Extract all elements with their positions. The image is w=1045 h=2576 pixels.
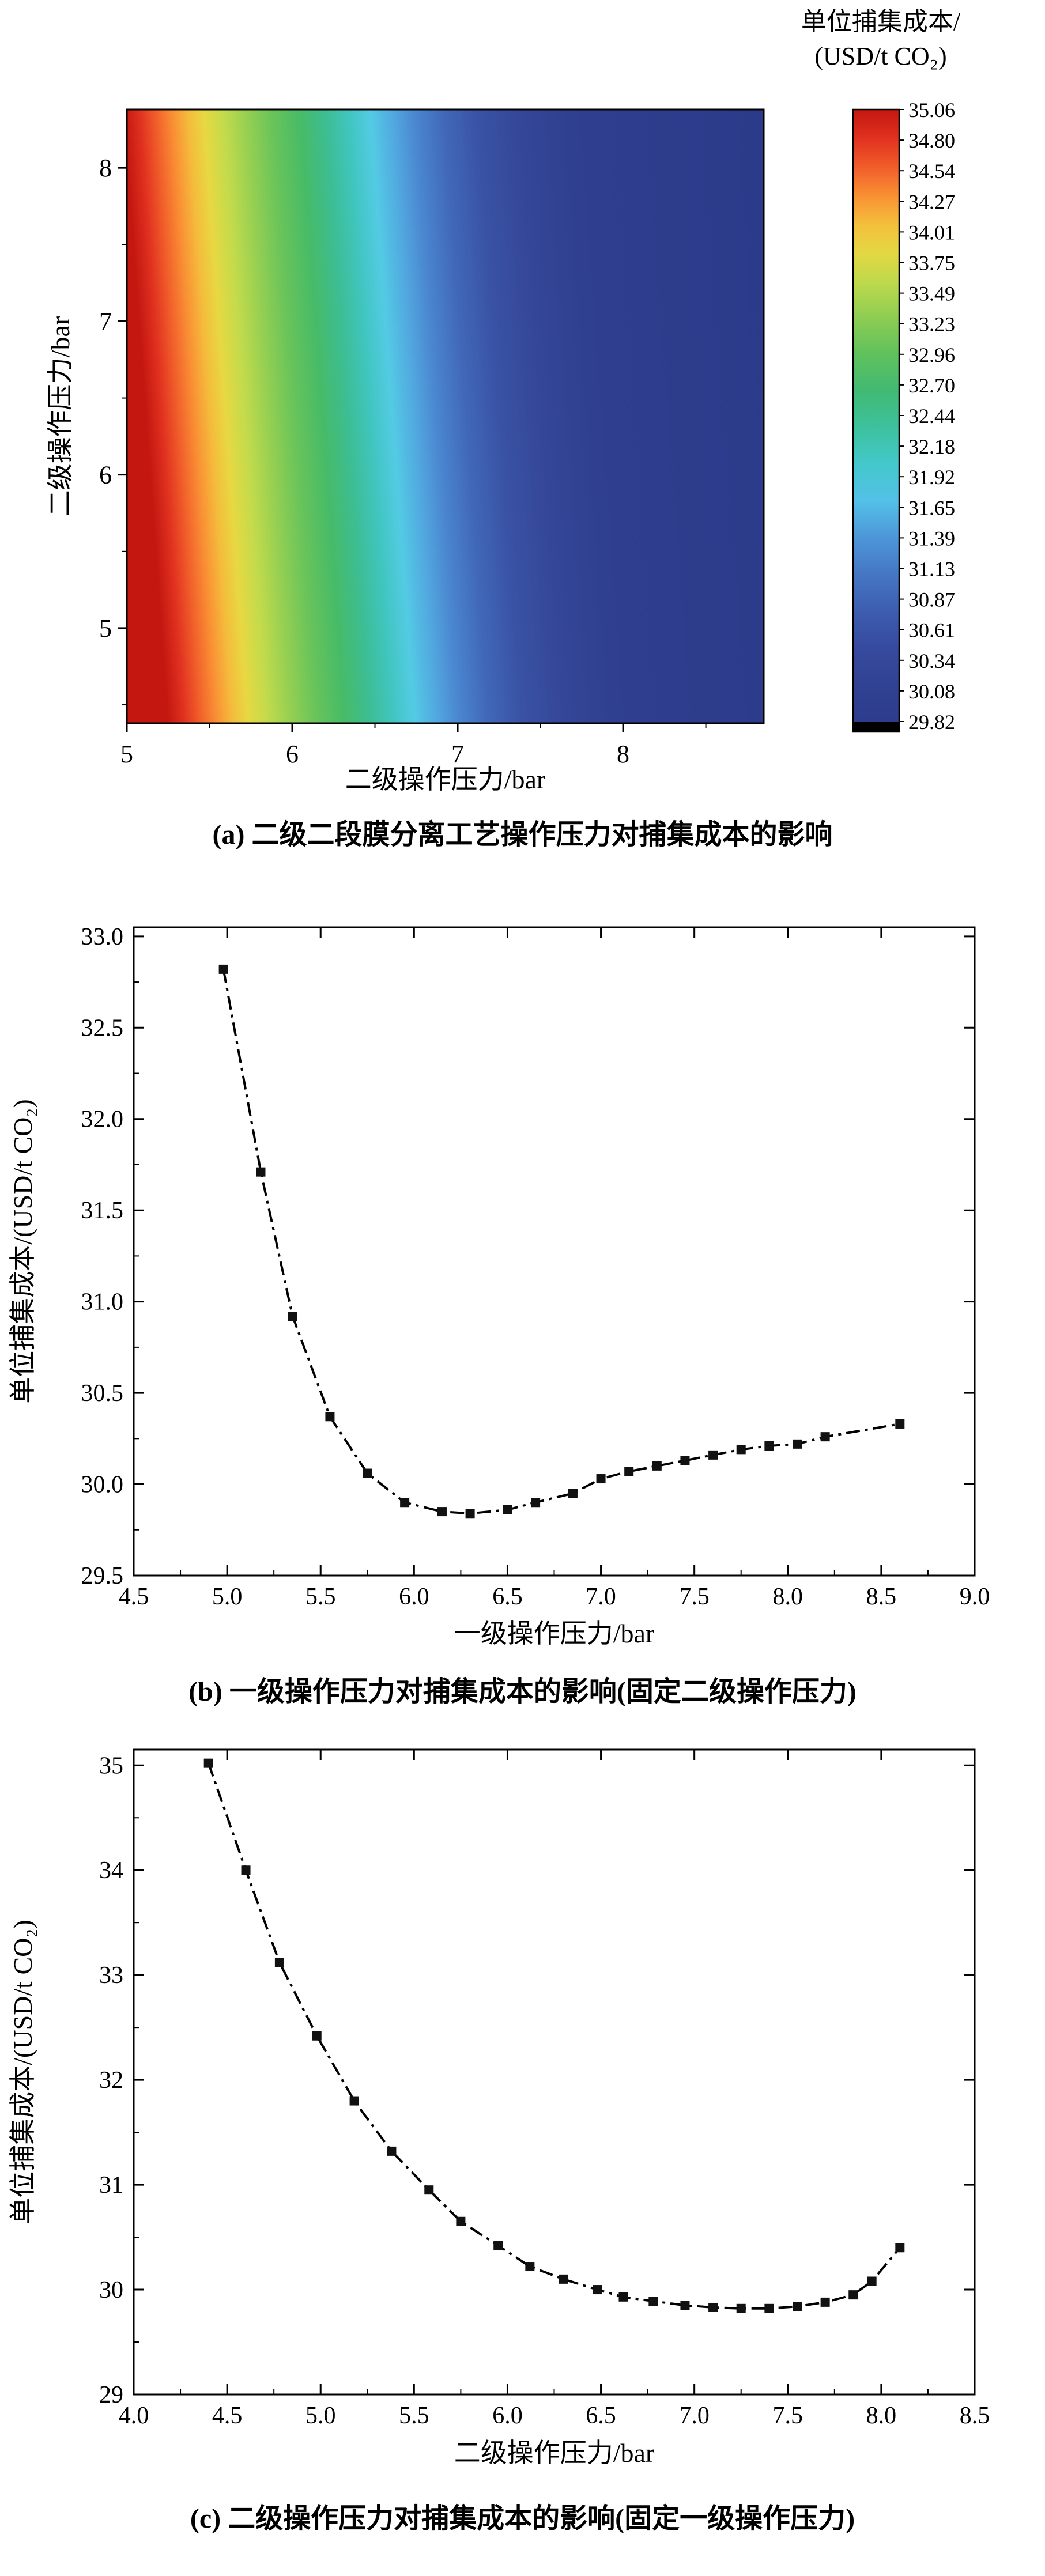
svg-text:6: 6	[286, 740, 299, 768]
line-chart-c: 4.0 4.5 5.0 5.5 6.0 6.5 7.0 7.5 8.0 8.5 29 30 31 32 33…	[8, 1748, 990, 2468]
svg-text:31.5: 31.5	[81, 1198, 124, 1224]
svg-text:7.0: 7.0	[586, 1584, 616, 1610]
data-series-line	[207, 1763, 901, 2310]
svg-text:32.18: 32.18	[908, 435, 955, 458]
caption-b: (b) 一级操作压力对捕集成本的影响(固定二级操作压力)	[188, 1676, 857, 1707]
svg-text:31: 31	[99, 2172, 123, 2199]
axis-ticks: 5 6 7 8 5 6 7 8	[99, 154, 707, 768]
svg-text:32.5: 32.5	[81, 1015, 124, 1041]
svg-text:单位捕集成本/(USD/t CO₂): 单位捕集成本/(USD/t CO₂)	[8, 1099, 37, 1403]
axis-ticks: 4.5 5.0 5.5 6.0 6.5 7.0 7.5 8.0 8.5 9.0 29.5 30.0 30…	[81, 924, 990, 1610]
colorbar: 35.06 34.80 34.54 34.27 34.01 33.75 33.49 33.23…	[852, 99, 955, 734]
svg-text:30.0: 30.0	[81, 1472, 124, 1498]
svg-text:4.0: 4.0	[119, 2403, 149, 2429]
svg-text:34: 34	[99, 1857, 123, 1884]
data-series-line	[222, 969, 900, 1515]
svg-text:7: 7	[99, 307, 112, 335]
svg-text:8.0: 8.0	[866, 2403, 897, 2429]
caption-a: (a) 二级二段膜分离工艺操作压力对捕集成本的影响	[212, 819, 833, 850]
colorbar-under-range	[853, 722, 899, 732]
svg-text:35: 35	[99, 1752, 123, 1779]
svg-text:29: 29	[99, 2382, 123, 2408]
svg-text:6.5: 6.5	[492, 1584, 523, 1610]
svg-text:34.01: 34.01	[908, 221, 955, 244]
svg-text:5.5: 5.5	[305, 1584, 336, 1610]
svg-text:7.0: 7.0	[679, 2403, 710, 2429]
svg-text:二级操作压力/bar: 二级操作压力/bar	[46, 316, 75, 517]
svg-text:单位捕集成本/(USD/t CO₂): 单位捕集成本/(USD/t CO₂)	[8, 1920, 37, 2224]
svg-text:30.61: 30.61	[908, 619, 955, 642]
y-axis-label: 单位捕集成本/(USD/t CO₂)	[8, 1920, 37, 2224]
svg-text:9.0: 9.0	[960, 1584, 990, 1610]
svg-text:5: 5	[99, 614, 112, 643]
axis-ticks: 4.0 4.5 5.0 5.5 6.0 6.5 7.0 7.5 8.0 8.5 29 30 31 32 33…	[99, 1750, 990, 2429]
svg-text:32: 32	[99, 2067, 123, 2094]
svg-text:二级操作压力/bar: 二级操作压力/bar	[454, 2438, 655, 2468]
svg-text:4.5: 4.5	[119, 1584, 149, 1610]
svg-text:33.75: 33.75	[908, 252, 955, 275]
y-axis-label: 单位捕集成本/(USD/t CO₂)	[8, 1099, 37, 1403]
svg-text:8.0: 8.0	[773, 1584, 803, 1610]
svg-text:6.0: 6.0	[492, 2403, 523, 2429]
x-axis-label: 一级操作压力/bar	[454, 1619, 655, 1648]
svg-text:6: 6	[99, 461, 112, 489]
svg-text:一级操作压力/bar: 一级操作压力/bar	[454, 1619, 655, 1648]
svg-text:32.70: 32.70	[908, 374, 955, 397]
svg-text:31.13: 31.13	[908, 558, 955, 581]
svg-text:30.34: 30.34	[908, 649, 955, 673]
svg-text:30.5: 30.5	[81, 1380, 124, 1407]
data-series-markers	[218, 964, 905, 1519]
svg-text:29.82: 29.82	[908, 711, 955, 734]
svg-text:5.0: 5.0	[212, 1584, 243, 1610]
svg-text:5.0: 5.0	[305, 2403, 336, 2429]
svg-text:31.92: 31.92	[908, 466, 955, 489]
svg-text:8: 8	[617, 740, 629, 768]
svg-text:33.0: 33.0	[81, 924, 124, 950]
svg-text:32.44: 32.44	[908, 405, 955, 428]
svg-text:32.96: 32.96	[908, 343, 955, 367]
x-axis-label: 二级操作压力/bar	[454, 2438, 655, 2468]
svg-text:31.0: 31.0	[81, 1289, 124, 1316]
x-axis-label: 二级操作压力/bar	[345, 765, 546, 794]
data-series-markers	[203, 1758, 905, 2313]
caption-c: (c) 二级操作压力对捕集成本的影响(固定一级操作压力)	[190, 2503, 855, 2534]
svg-text:31.65: 31.65	[908, 496, 955, 519]
svg-text:4.5: 4.5	[212, 2403, 243, 2429]
svg-text:二级操作压力/bar: 二级操作压力/bar	[345, 765, 546, 794]
svg-text:8.5: 8.5	[960, 2403, 990, 2429]
y-axis-label: 二级操作压力/bar	[46, 316, 75, 517]
svg-text:5.5: 5.5	[399, 2403, 429, 2429]
svg-text:34.80: 34.80	[908, 129, 955, 152]
colorbar-title: 单位捕集成本/ (USD/t CO₂)	[801, 7, 961, 70]
svg-text:7.5: 7.5	[773, 2403, 803, 2429]
svg-text:33.49: 33.49	[908, 282, 955, 305]
svg-text:单位捕集成本/: 单位捕集成本/	[801, 7, 961, 36]
heatmap-surface	[127, 109, 764, 723]
svg-text:29.5: 29.5	[81, 1563, 124, 1589]
svg-text:7: 7	[451, 740, 464, 768]
svg-text:8: 8	[99, 154, 112, 182]
svg-text:30.87: 30.87	[908, 588, 955, 611]
svg-text:6.5: 6.5	[586, 2403, 616, 2429]
svg-text:30: 30	[99, 2277, 123, 2303]
svg-text:(USD/t CO₂): (USD/t CO₂)	[814, 42, 946, 70]
svg-text:35.06: 35.06	[908, 99, 955, 122]
svg-text:6.0: 6.0	[399, 1584, 429, 1610]
svg-text:31.39: 31.39	[908, 527, 955, 550]
svg-text:34.54: 34.54	[908, 160, 955, 183]
svg-text:34.27: 34.27	[908, 190, 955, 213]
svg-text:5: 5	[120, 740, 133, 768]
svg-text:7.5: 7.5	[679, 1584, 710, 1610]
line-chart-b: 4.5 5.0 5.5 6.0 6.5 7.0 7.5 8.0 8.5 9.0 29.5 30.0 30…	[8, 924, 990, 1648]
heatmap-chart-a: 5 6 7 8 5 6 7 8 二级操作压力/bar 二级操作压力/bar 35.06 34.80 34…	[46, 7, 961, 794]
svg-text:8.5: 8.5	[866, 1584, 897, 1610]
svg-text:33: 33	[99, 1962, 123, 1989]
svg-text:32.0: 32.0	[81, 1106, 124, 1133]
svg-text:33.23: 33.23	[908, 313, 955, 336]
svg-text:30.08: 30.08	[908, 680, 955, 703]
